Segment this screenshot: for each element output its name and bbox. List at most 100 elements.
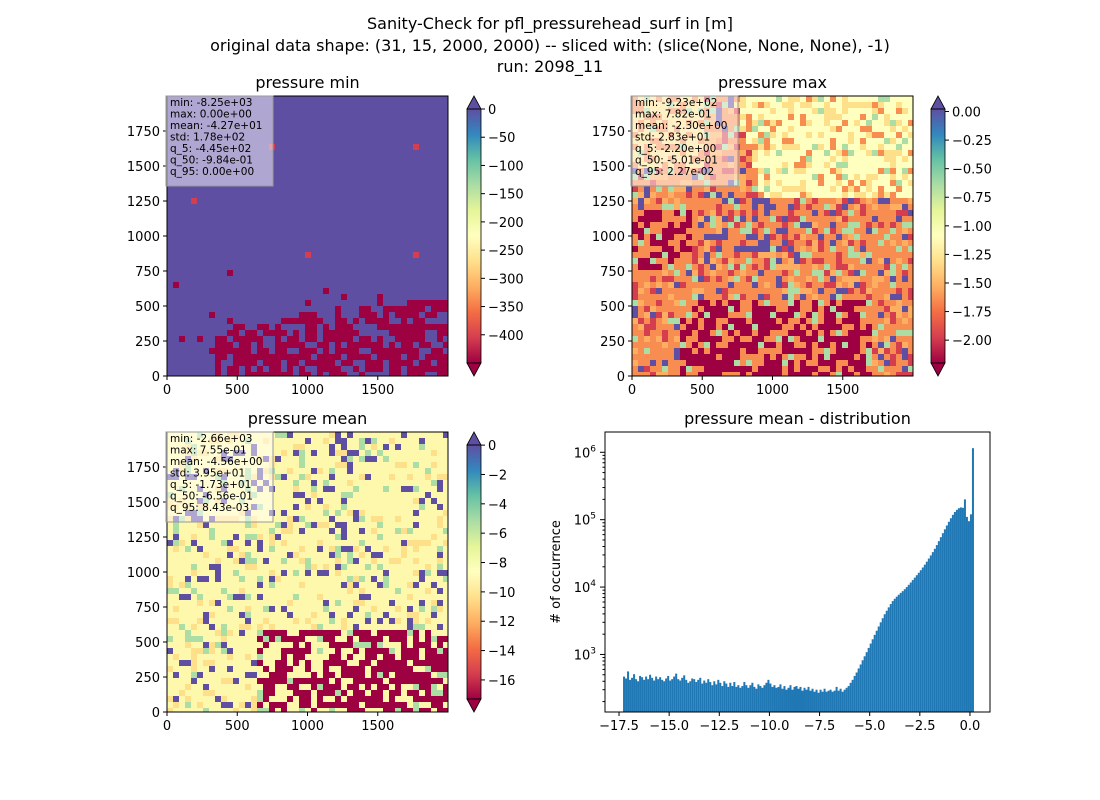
heatmap-cell <box>413 318 419 324</box>
heatmap-cell <box>848 96 854 102</box>
heatmap-cell <box>716 360 722 366</box>
heatmap-cell <box>836 216 842 222</box>
heatmap-cell <box>443 648 448 654</box>
heatmap-cell <box>728 348 734 354</box>
heatmap-cell <box>341 564 347 570</box>
heatmap-cell <box>866 300 872 306</box>
heatmap-cell <box>770 366 776 372</box>
heatmap-cell <box>662 270 668 276</box>
heatmap-cell <box>770 144 776 150</box>
heatmap-cell <box>317 684 323 690</box>
heatmap-cell <box>317 372 323 376</box>
heatmap-cell <box>854 204 860 210</box>
heatmap-cell <box>698 288 704 294</box>
heatmap-cell <box>698 300 704 306</box>
heatmap-cell <box>908 174 913 180</box>
heatmap-cell <box>377 636 383 642</box>
histogram-bar <box>789 685 792 712</box>
heatmap-cell <box>425 696 431 702</box>
heatmap-cell <box>908 156 913 162</box>
heatmap-cell <box>800 330 806 336</box>
heatmap-cell <box>305 372 311 376</box>
heatmap-cell <box>836 270 842 276</box>
heatmap-cell <box>305 660 311 666</box>
stats-line: mean: -4.27e+01 <box>170 120 262 132</box>
heatmap-cell <box>281 708 287 712</box>
heatmap-cell <box>335 546 341 552</box>
heatmap-cell <box>794 120 800 126</box>
heatmap-cell <box>425 474 431 480</box>
heatmap-cell <box>281 570 287 576</box>
x-tick-label: 1000 <box>291 719 324 734</box>
heatmap-cell <box>824 306 830 312</box>
heatmap-cell <box>227 606 233 612</box>
heatmap-cell <box>329 618 335 624</box>
heatmap-cell <box>437 588 443 594</box>
heatmap-cell <box>311 318 317 324</box>
heatmap-cell <box>806 132 812 138</box>
heatmap-cell <box>347 708 353 712</box>
heatmap-cell <box>371 642 377 648</box>
heatmap-cell <box>854 156 860 162</box>
heatmap-cell <box>890 318 896 324</box>
heatmap-cell <box>347 468 353 474</box>
heatmap-cell <box>758 144 764 150</box>
heatmap-cell <box>890 312 896 318</box>
heatmap-cell <box>269 576 275 582</box>
heatmap-cell <box>323 600 329 606</box>
heatmap-cell <box>644 228 650 234</box>
colorbar-tick-label: −14 <box>488 645 515 660</box>
heatmap-cell <box>365 636 371 642</box>
heatmap-cell <box>365 312 371 318</box>
histogram-bar <box>777 686 780 712</box>
panel-title: pressure min <box>255 73 359 92</box>
heatmap-cell <box>692 342 698 348</box>
heatmap-cell <box>275 534 281 540</box>
heatmap-cell <box>377 666 383 672</box>
heatmap-cell <box>734 366 740 372</box>
heatmap-cell <box>407 528 413 534</box>
heatmap-cell <box>401 654 407 660</box>
y-tick-label: 105 <box>574 512 596 529</box>
heatmap-cell <box>179 624 185 630</box>
heatmap-cell <box>365 456 371 462</box>
heatmap-cell <box>317 498 323 504</box>
heatmap-cell <box>329 654 335 660</box>
heatmap-cell <box>848 210 854 216</box>
heatmap-cell <box>836 324 842 330</box>
x-tick-label: 0 <box>628 383 636 398</box>
heatmap-cell <box>293 360 299 366</box>
heatmap-cell <box>203 576 209 582</box>
heatmap-cell <box>896 372 902 376</box>
heatmap-cell <box>884 318 890 324</box>
heatmap-cell <box>341 348 347 354</box>
histogram-bar <box>827 690 830 712</box>
heatmap-cell <box>359 516 365 522</box>
heatmap-cell <box>425 492 431 498</box>
heatmap-cell <box>167 618 173 624</box>
heatmap-cell <box>185 630 191 636</box>
heatmap-cell <box>419 306 425 312</box>
heatmap-cell <box>185 594 191 600</box>
heatmap-cell <box>890 114 896 120</box>
heatmap-cell <box>389 366 395 372</box>
heatmap-cell <box>419 624 425 630</box>
heatmap-cell <box>662 330 668 336</box>
heatmap-cell <box>812 366 818 372</box>
heatmap-cell <box>257 690 263 696</box>
heatmap-cell <box>812 294 818 300</box>
heatmap-cell <box>902 126 908 132</box>
heatmap-cell <box>884 348 890 354</box>
heatmap-cell <box>347 588 353 594</box>
heatmap-cell <box>215 696 221 702</box>
stats-line: q_50: -6.56e-01 <box>170 491 253 503</box>
heatmap-cell <box>650 324 656 330</box>
heatmap-cell <box>317 648 323 654</box>
heatmap-cell <box>716 330 722 336</box>
heatmap-cell <box>413 618 419 624</box>
heatmap-cell <box>167 576 173 582</box>
heatmap-cell <box>656 216 662 222</box>
heatmap-cell <box>818 108 824 114</box>
heatmap-cell <box>848 372 854 376</box>
heatmap-cell <box>770 132 776 138</box>
